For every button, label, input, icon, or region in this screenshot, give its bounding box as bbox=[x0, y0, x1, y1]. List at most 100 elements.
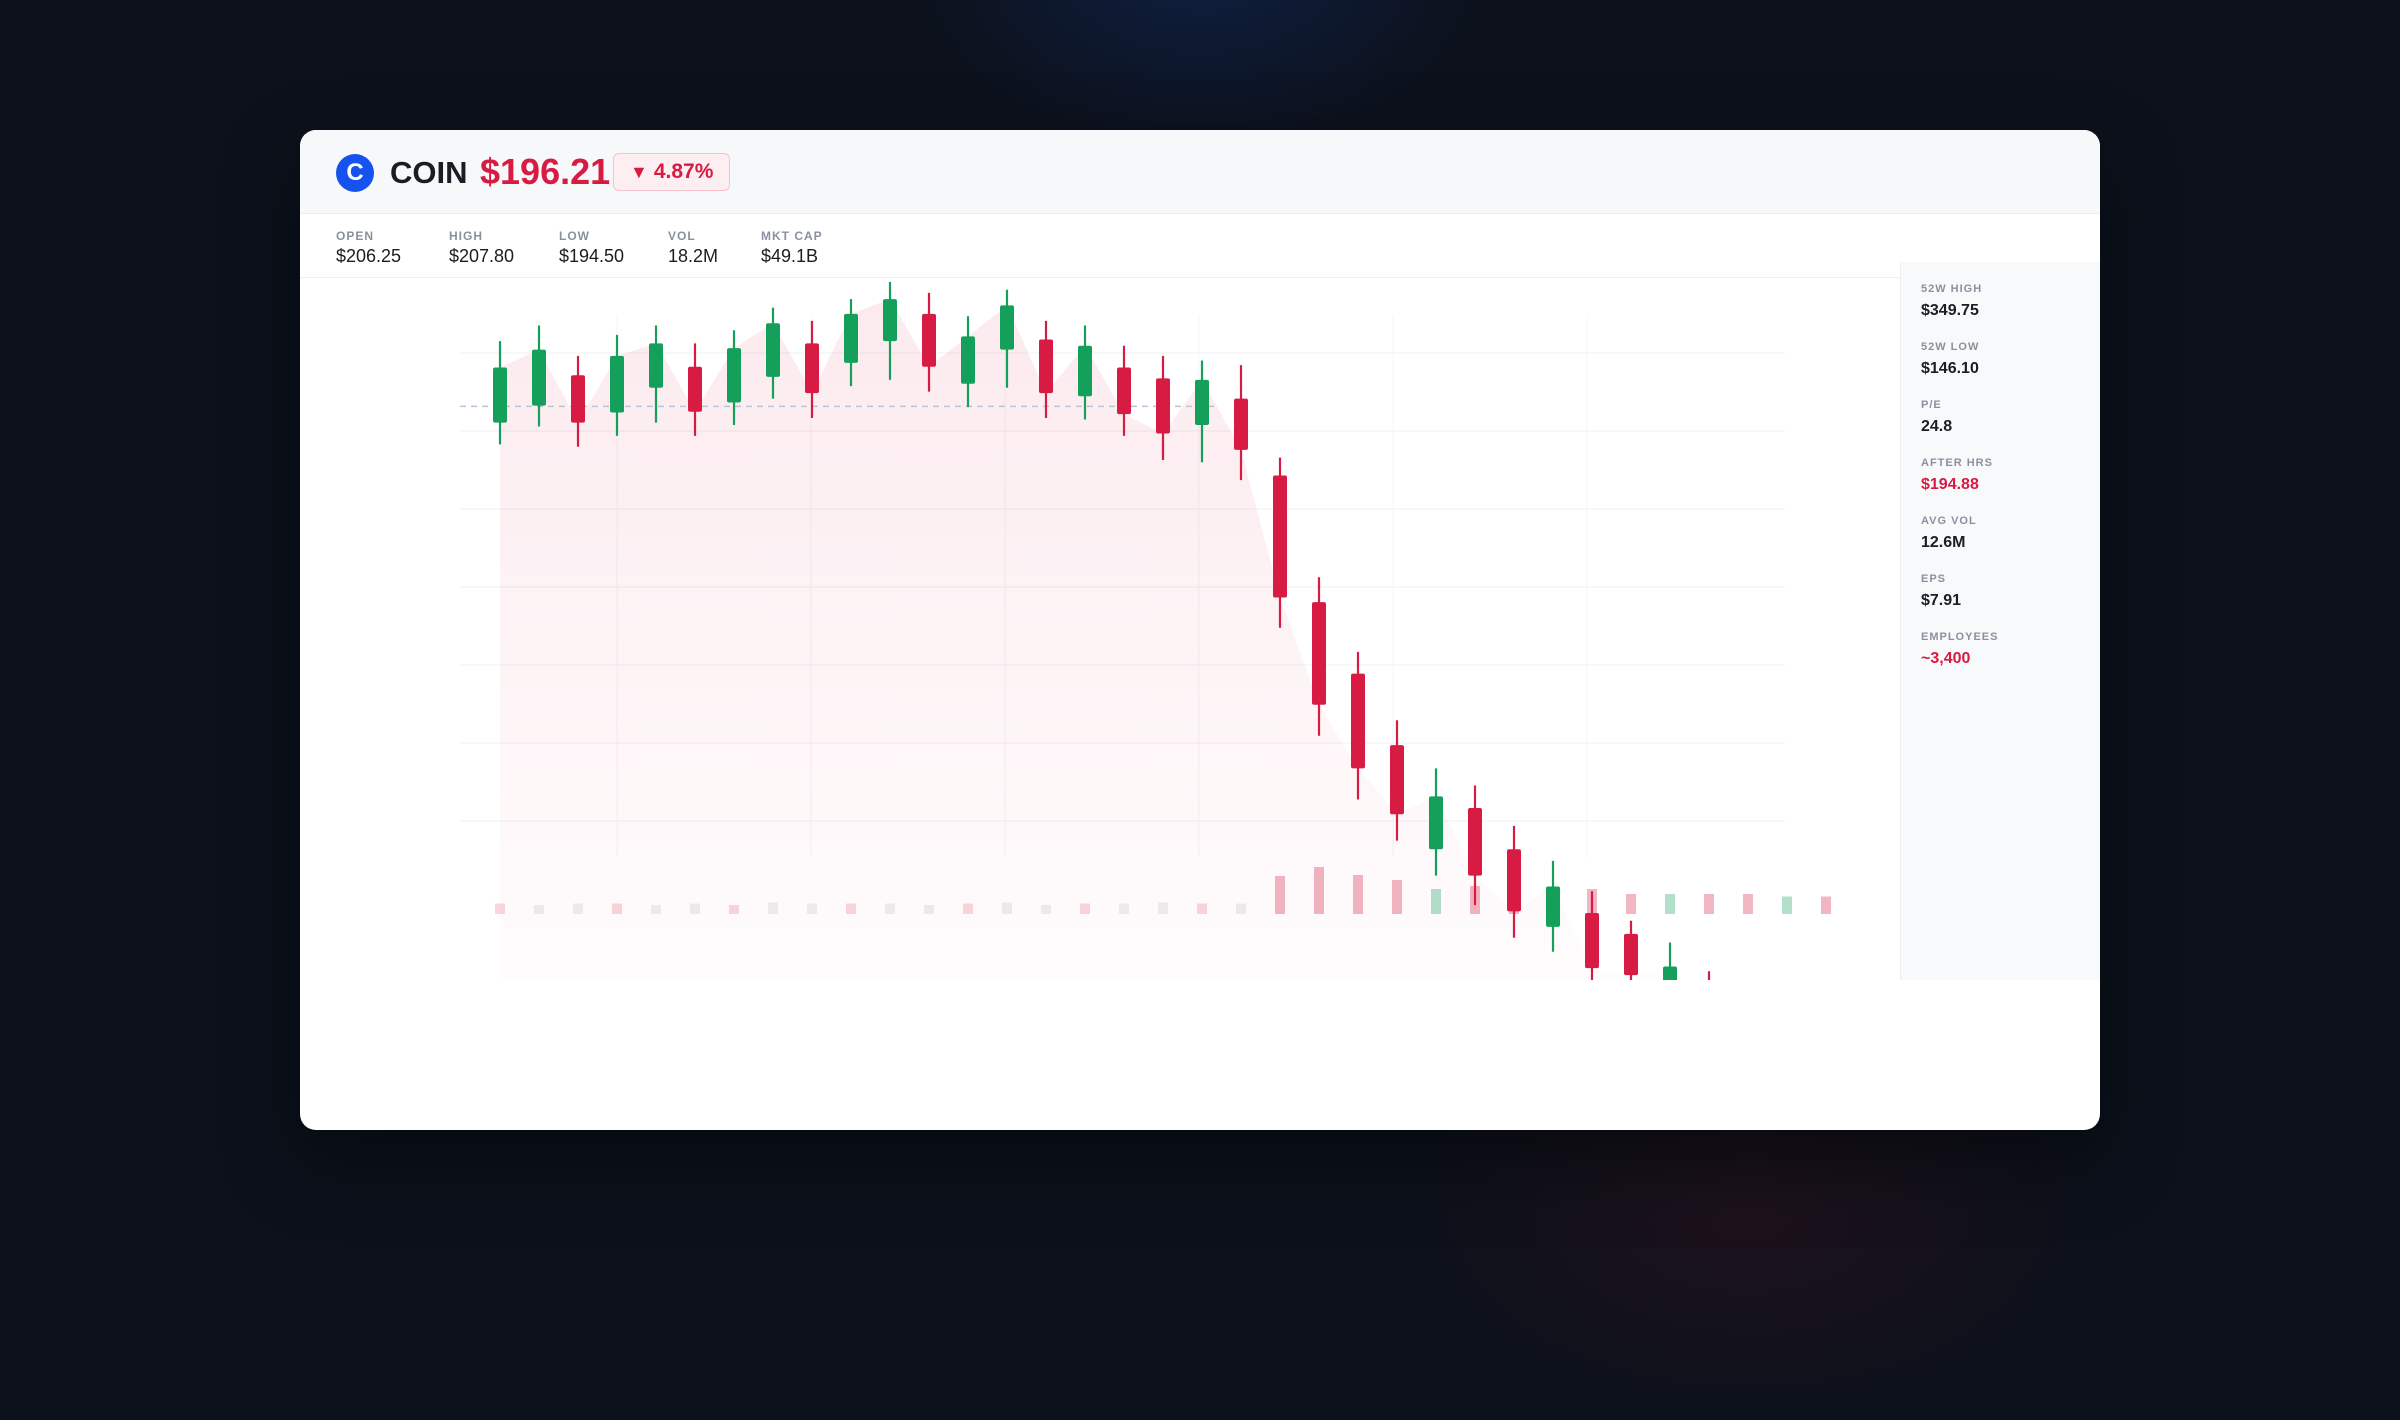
candle bbox=[1546, 860, 1560, 952]
sidebar-label: P/E bbox=[1921, 399, 1942, 411]
candle-body bbox=[1312, 602, 1326, 705]
candle-body bbox=[1117, 367, 1131, 415]
stat-vol: VOL 18.2M bbox=[668, 228, 718, 268]
candle-body bbox=[1468, 808, 1482, 876]
price-area-fill bbox=[500, 299, 1826, 1089]
volume-bar bbox=[534, 905, 544, 914]
candle-body bbox=[571, 375, 585, 423]
stat-value: 18.2M bbox=[668, 246, 719, 266]
coinbase-logo-icon: C bbox=[336, 154, 374, 192]
stat-value: $206.25 bbox=[336, 246, 402, 266]
sidebar-value: $7.91 bbox=[1921, 592, 1962, 609]
volume-bar bbox=[1041, 905, 1051, 914]
candle-body bbox=[1429, 796, 1443, 850]
stock-header: C COIN $196.21 ▼ 4.87% bbox=[300, 130, 2100, 214]
candle-body bbox=[961, 336, 975, 384]
sidebar-label: EMPLOYEES bbox=[1921, 631, 1999, 643]
candle bbox=[766, 307, 780, 399]
candlestick-chart[interactable] bbox=[300, 277, 1900, 1089]
stat-label: OPEN bbox=[336, 229, 375, 243]
current-price: $196.21 bbox=[480, 151, 611, 192]
stat-mkt-cap: MKT CAP $49.1B bbox=[761, 228, 823, 268]
change-badge: ▼ 4.87% bbox=[613, 153, 731, 191]
volume-bar bbox=[1353, 875, 1363, 914]
sidebar-value: $146.10 bbox=[1921, 360, 1979, 377]
candle bbox=[961, 316, 975, 408]
candle bbox=[727, 330, 741, 425]
candle-body bbox=[1351, 673, 1365, 769]
volume-bar bbox=[1275, 876, 1285, 914]
candle-body bbox=[1273, 475, 1287, 598]
candle-body bbox=[532, 349, 546, 406]
candle bbox=[1624, 920, 1638, 1008]
candle bbox=[1429, 768, 1443, 876]
volume-bar bbox=[495, 903, 505, 914]
candle-body bbox=[805, 343, 819, 394]
candle bbox=[1507, 825, 1521, 938]
volume-bar bbox=[651, 905, 661, 914]
candle bbox=[1702, 971, 1716, 1049]
candle bbox=[1390, 720, 1404, 841]
volume-bar bbox=[885, 903, 895, 914]
candle bbox=[883, 282, 897, 380]
price-chart[interactable] bbox=[300, 277, 1900, 1089]
stat-value: $194.50 bbox=[559, 246, 625, 266]
stat-low: LOW $194.50 bbox=[559, 228, 624, 268]
candle bbox=[610, 334, 624, 436]
sidebar-item-eps: EPS $7.91 bbox=[1921, 572, 1961, 612]
candle bbox=[1585, 891, 1599, 989]
sidebar-label: 52W LOW bbox=[1921, 341, 1980, 353]
candle-body bbox=[922, 313, 936, 367]
candle bbox=[922, 292, 936, 392]
stat-high: HIGH $207.80 bbox=[449, 228, 514, 268]
candle bbox=[1117, 345, 1131, 436]
sidebar-label: EPS bbox=[1921, 573, 1947, 585]
volume-bar bbox=[729, 905, 739, 914]
sidebar-value: ~3,400 bbox=[1921, 650, 1971, 667]
down-arrow-icon: ▼ bbox=[630, 162, 648, 182]
volume-bar bbox=[1743, 894, 1753, 914]
candle bbox=[1234, 365, 1248, 481]
volume-bar bbox=[924, 905, 934, 914]
sidebar-item-52w-high: 52W HIGH $349.75 bbox=[1921, 282, 1982, 322]
stat-label: HIGH bbox=[449, 229, 483, 243]
candle bbox=[493, 341, 507, 445]
sidebar-value: 24.8 bbox=[1921, 418, 1953, 435]
candle-body bbox=[1546, 886, 1560, 927]
stock-card: C COIN $196.21 ▼ 4.87% OPEN $206.25 HIGH $2… bbox=[300, 130, 2100, 1130]
candle-body bbox=[1234, 398, 1248, 450]
volume-bar bbox=[768, 902, 778, 914]
candle-body bbox=[844, 313, 858, 363]
sidebar-item-avg-vol: AVG VOL 12.6M bbox=[1921, 514, 1977, 554]
candle bbox=[571, 355, 585, 447]
candle bbox=[1468, 785, 1482, 906]
volume-bar bbox=[690, 903, 700, 914]
volume-bar bbox=[807, 903, 817, 914]
candle-body bbox=[688, 366, 702, 412]
sidebar-item-after-hours: AFTER HRS $194.88 bbox=[1921, 456, 1993, 496]
candle-body bbox=[883, 299, 897, 342]
candle bbox=[844, 299, 858, 387]
stat-open: OPEN $206.25 bbox=[336, 228, 401, 268]
candle bbox=[805, 320, 819, 418]
sidebar-label: 52W HIGH bbox=[1921, 283, 1983, 295]
candle bbox=[1156, 355, 1170, 460]
volume-bar bbox=[573, 903, 583, 914]
stat-label: MKT CAP bbox=[761, 229, 823, 243]
candle bbox=[688, 343, 702, 436]
candle bbox=[1195, 360, 1209, 463]
volume-bar bbox=[1197, 903, 1207, 914]
sidebar-item-pe: P/E 24.8 bbox=[1921, 398, 1952, 438]
candle-body bbox=[493, 367, 507, 423]
candle bbox=[1039, 320, 1053, 418]
volume-bar bbox=[1665, 894, 1675, 914]
volume-bar bbox=[1314, 867, 1324, 914]
volume-bar bbox=[1392, 880, 1402, 914]
volume-bar bbox=[1002, 902, 1012, 914]
volume-bar bbox=[846, 903, 856, 914]
stat-value: $49.1B bbox=[761, 246, 819, 266]
candle-body bbox=[610, 355, 624, 413]
sidebar-label: AFTER HRS bbox=[1921, 457, 1993, 469]
stat-label: VOL bbox=[668, 229, 696, 243]
candle-body bbox=[766, 323, 780, 377]
